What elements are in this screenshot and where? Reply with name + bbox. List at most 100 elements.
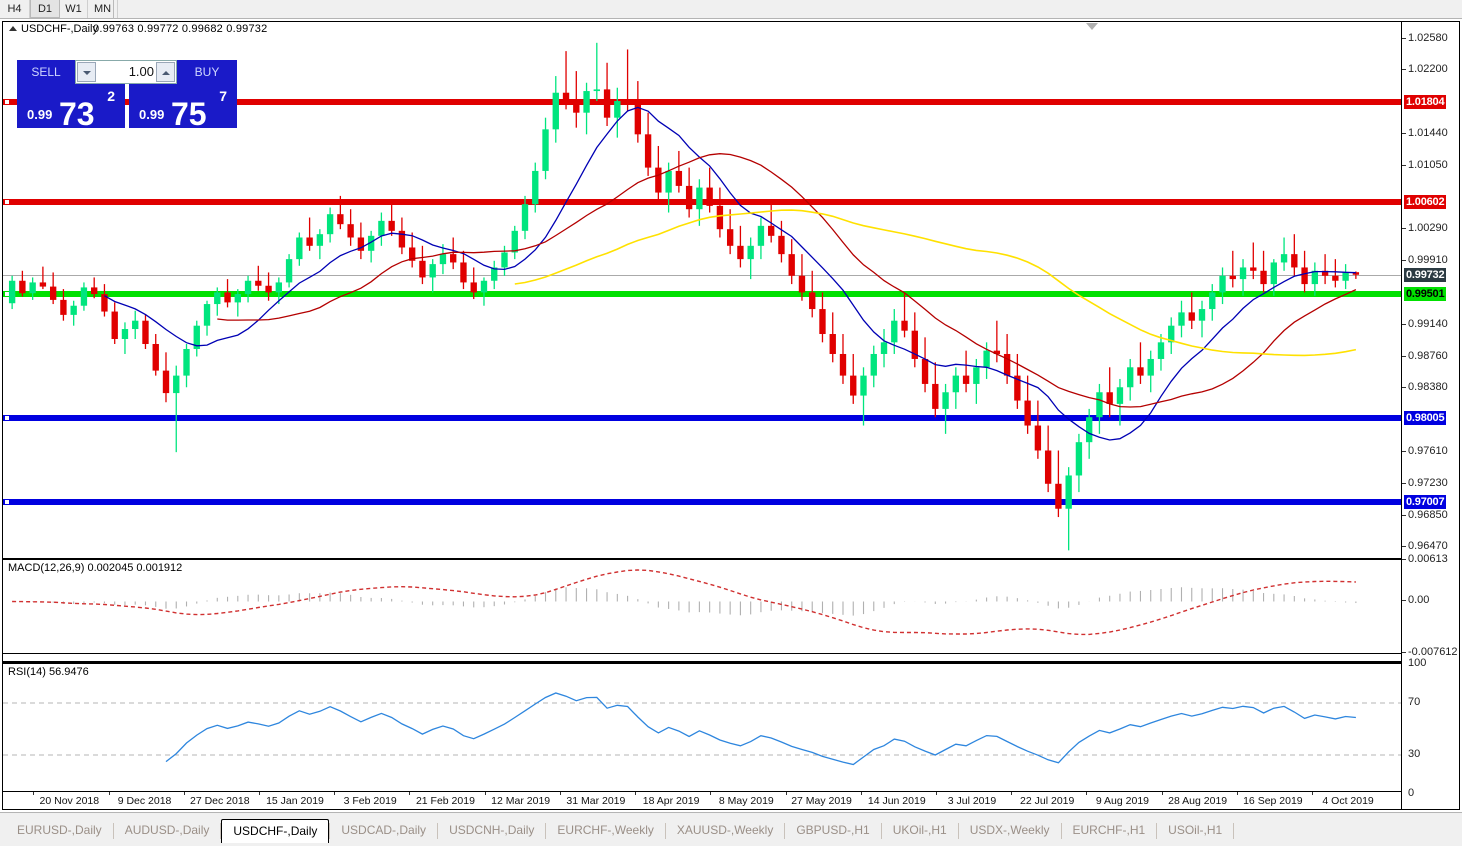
collapse-triangle-icon[interactable] — [9, 26, 17, 31]
tab-separator — [220, 823, 222, 839]
horizontal-level-line[interactable] — [3, 290, 1401, 297]
chart-tab-active[interactable]: USDCHF-,Daily — [221, 819, 330, 843]
price-axis-label: 1.02200 — [1408, 63, 1448, 76]
price-axis[interactable]: 1.02580 1.02200 1.01440 1.01050 1.00290 0.999… — [1401, 22, 1459, 809]
volume-increase-button[interactable] — [156, 62, 175, 82]
price-axis-label: 0.97610 — [1408, 445, 1448, 458]
date-axis-label: 20 Nov 2018 — [39, 795, 100, 807]
horizontal-level-line[interactable] — [3, 498, 1401, 505]
chart-tab[interactable]: USOil-,H1 — [1168, 823, 1223, 837]
price-axis-label: 0.99140 — [1408, 318, 1448, 331]
volume-decrease-button[interactable] — [77, 62, 96, 82]
tab-separator — [1156, 823, 1158, 839]
chart-tab[interactable]: USDX-,Weekly — [969, 823, 1050, 837]
timeframe-button-d1[interactable]: D1 — [30, 0, 60, 18]
price-axis-label: 1.02580 — [1408, 31, 1448, 44]
date-axis-tick — [785, 792, 787, 795]
chart-tab[interactable]: AUDUSD-,Daily — [124, 823, 210, 837]
sell-price-button[interactable]: 0.99 73 2 — [17, 84, 125, 130]
buy-price-button[interactable]: 0.99 75 7 — [129, 84, 237, 132]
one-click-trading-panel[interactable]: SELL 1.00 BUY 0.99 73 2 0.99 75 7 — [17, 60, 237, 132]
price-level-label[interactable]: 1.01804 — [1404, 95, 1447, 110]
tab-separator — [545, 823, 547, 839]
macd-series — [12, 569, 1357, 636]
price-level-label[interactable]: 0.99501 — [1404, 286, 1447, 301]
price-axis-label: 0.96470 — [1408, 540, 1448, 553]
date-axis-label: 12 Mar 2019 — [491, 795, 551, 807]
current-price-label: 0.99732 — [1404, 267, 1447, 282]
scroll-position-marker[interactable] — [1086, 23, 1099, 30]
chart-symbol-label: USDCHF-,Daily — [21, 23, 98, 35]
date-axis-tick — [1086, 792, 1088, 795]
date-axis-tick — [860, 792, 862, 795]
timeframe-button-mn[interactable]: MN — [88, 0, 118, 18]
price-level-label[interactable]: 0.98005 — [1404, 411, 1447, 426]
macd-axis-label: 0.00613 — [1408, 553, 1448, 565]
moving-average-line — [514, 209, 1357, 357]
rsi-axis-label: 0 — [1408, 787, 1415, 799]
price-axis-label: 0.98380 — [1408, 381, 1448, 394]
level-anchor-handle[interactable] — [5, 100, 9, 105]
macd-signal-line — [12, 569, 1356, 636]
buy-price-big: 75 — [171, 96, 207, 132]
timeframe-button-w1[interactable]: W1 — [60, 0, 88, 18]
date-axis-label: 27 Dec 2018 — [189, 795, 250, 807]
price-axis-tick — [1402, 37, 1406, 39]
price-axis-label: 0.96850 — [1408, 508, 1448, 521]
horizontal-level-line[interactable] — [3, 99, 1401, 106]
price-chart-pane[interactable] — [3, 22, 1401, 557]
tab-separator — [957, 823, 959, 839]
date-axis-tick — [258, 792, 260, 795]
date-axis-tick — [409, 792, 411, 795]
price-level-label[interactable]: 1.00602 — [1404, 195, 1447, 210]
chart-tab[interactable]: EURCHF-,Weekly — [557, 823, 654, 837]
level-anchor-handle[interactable] — [5, 200, 9, 205]
date-axis-tick — [484, 792, 486, 795]
horizontal-level-line[interactable] — [3, 415, 1401, 422]
price-axis-tick — [1402, 451, 1406, 453]
chart-tab[interactable]: EURCHF-,H1 — [1072, 823, 1146, 837]
macd-axis-tick — [1402, 559, 1406, 560]
timeframe-button-h4[interactable]: H4 — [0, 0, 30, 18]
toolbar-divider — [113, 0, 114, 19]
price-axis-tick — [1402, 259, 1406, 261]
price-level-label[interactable]: 0.97007 — [1404, 494, 1447, 509]
buy-button[interactable]: BUY — [177, 60, 237, 84]
date-axis-tick — [1236, 792, 1238, 795]
moving-average-line — [217, 153, 1357, 408]
date-axis-label: 9 Dec 2018 — [117, 795, 172, 807]
price-axis-label: 0.99910 — [1408, 253, 1448, 266]
level-anchor-handle[interactable] — [5, 499, 9, 504]
chart-tab[interactable]: GBPUSD-,H1 — [796, 823, 870, 837]
date-axis[interactable]: 20 Nov 2018 9 Dec 2018 27 Dec 2018 15 Jan 2… — [3, 791, 1401, 809]
chart-tab-bar: EURUSD-,Daily AUDUSD-,Daily USDCHF-,Daily U… — [0, 812, 1462, 846]
rsi-axis-label: 100 — [1408, 657, 1427, 669]
rsi-indicator-pane[interactable]: RSI(14) 56.9476 — [3, 663, 1401, 794]
level-anchor-handle[interactable] — [5, 416, 9, 421]
chart-tab[interactable]: USDCNH-,Daily — [449, 823, 535, 837]
macd-indicator-pane[interactable]: MACD(12,26,9) 0.002045 0.001912 — [3, 559, 1401, 654]
price-axis-tick — [1402, 132, 1406, 134]
sell-button[interactable]: SELL — [17, 60, 75, 84]
date-axis-tick — [1011, 792, 1013, 795]
buy-price-base: 0.99 — [139, 107, 165, 122]
price-axis-label: 0.98760 — [1408, 349, 1448, 362]
level-anchor-handle[interactable] — [5, 291, 9, 296]
date-axis-label: 27 May 2019 — [791, 795, 852, 807]
chart-tab[interactable]: UKOil-,H1 — [892, 823, 947, 837]
chart-tab[interactable]: USDCAD-,Daily — [341, 823, 427, 837]
date-axis-tick — [33, 792, 35, 795]
price-axis-tick — [1402, 165, 1406, 167]
price-axis-label: 1.00290 — [1408, 222, 1448, 235]
volume-field[interactable]: 1.00 — [75, 60, 177, 84]
rsi-axis-label: 30 — [1408, 748, 1421, 760]
date-axis-tick — [1312, 792, 1314, 795]
macd-axis-label: -0.007612 — [1408, 646, 1458, 658]
sell-price-fraction: 2 — [107, 88, 115, 104]
chart-tab[interactable]: XAUUSD-,Weekly — [676, 823, 774, 837]
date-axis-tick — [108, 792, 110, 795]
chart-ohlc-label: 0.99763 0.99772 0.99682 0.99732 — [93, 23, 268, 35]
price-axis-tick — [1402, 355, 1406, 357]
chart-tab[interactable]: EURUSD-,Daily — [17, 823, 102, 837]
date-axis-label: 8 May 2019 — [718, 795, 774, 807]
